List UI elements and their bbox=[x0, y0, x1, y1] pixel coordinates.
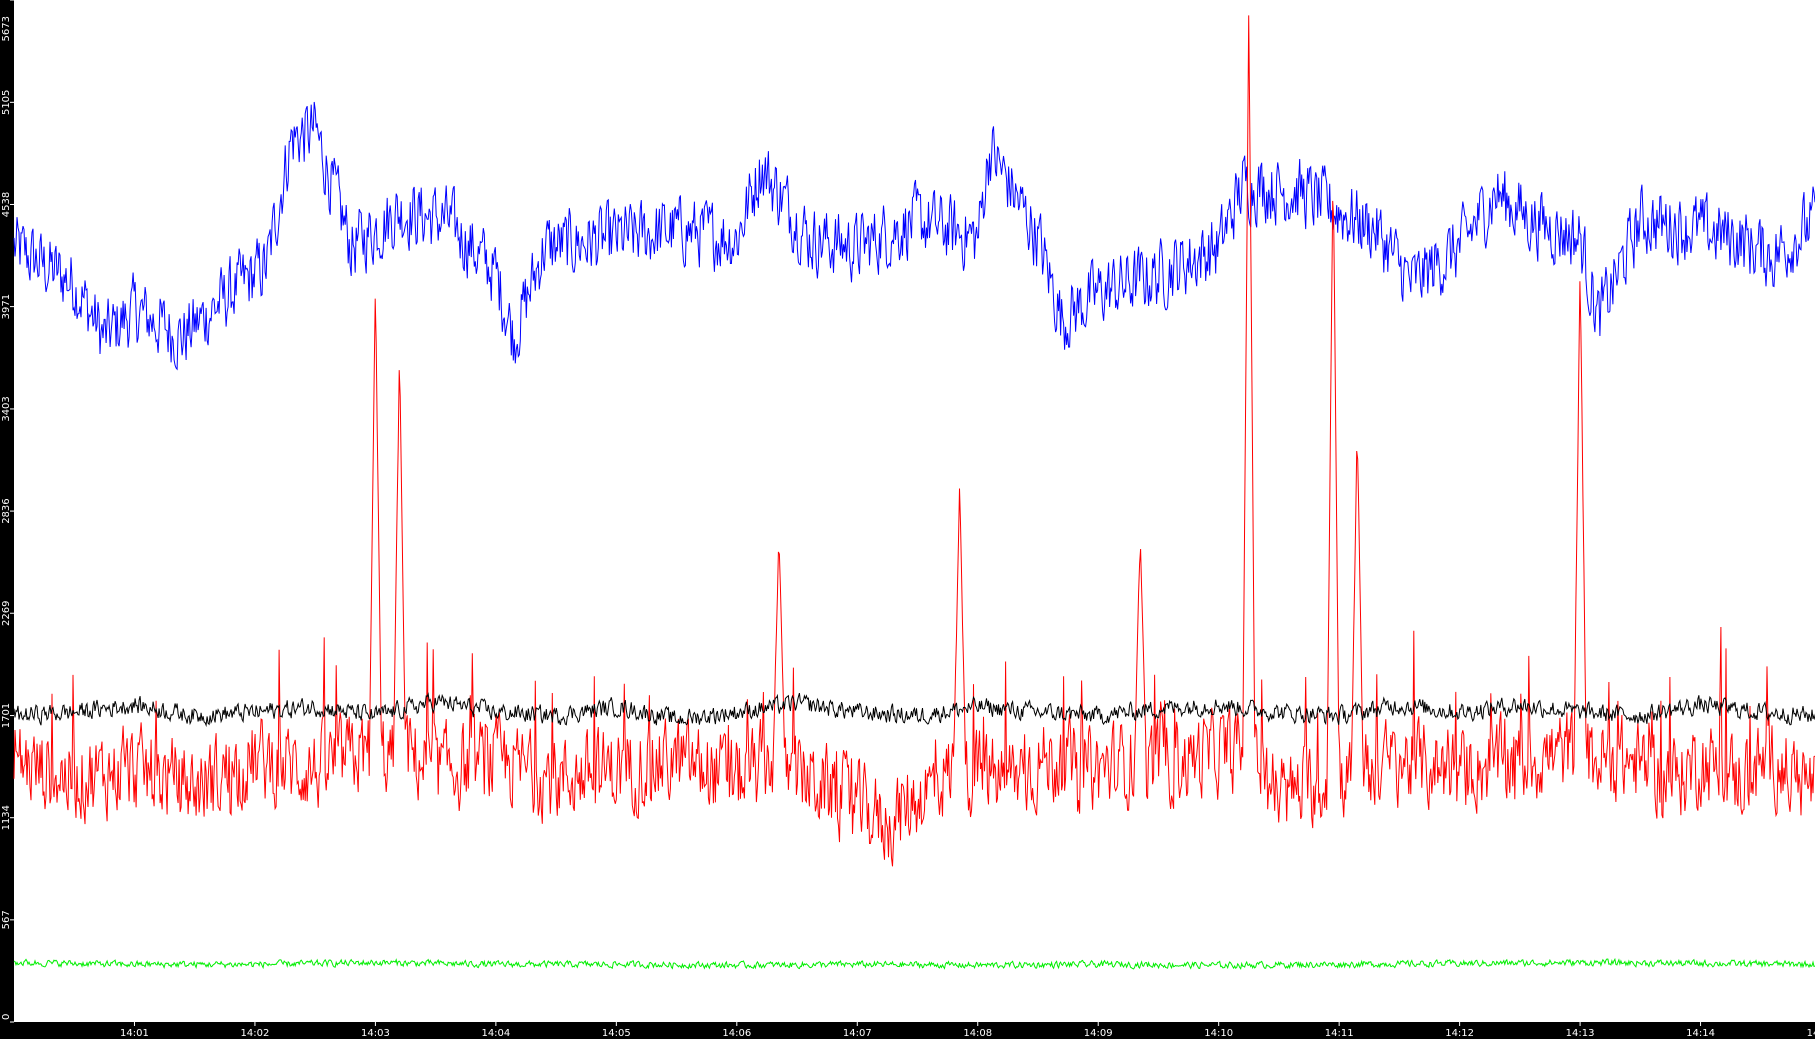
x-axis-bar bbox=[0, 1022, 1815, 1039]
plot-background bbox=[14, 0, 1815, 1022]
y-tick-label: 1701 bbox=[1, 703, 12, 728]
series-line-2 bbox=[13, 15, 1815, 867]
x-tick-label: 14:03 bbox=[361, 1028, 390, 1039]
y-tick-label: 567 bbox=[1, 910, 12, 929]
x-tick-label: 14:10 bbox=[1204, 1028, 1233, 1039]
y-tick-label: 4538 bbox=[1, 192, 12, 217]
x-tick-label: 14:12 bbox=[1445, 1028, 1474, 1039]
x-tick-label: 14:08 bbox=[963, 1028, 992, 1039]
y-tick-labels: 0 567 1134 1701 2269 2836 3403 3971 4538 5105 5673 bbox=[1, 0, 14, 1023]
series-layer bbox=[13, 15, 1815, 970]
x-tick-label: 14:11 bbox=[1325, 1028, 1354, 1039]
x-tick-label: 14:14 bbox=[1686, 1028, 1715, 1039]
y-tick-label: 3971 bbox=[1, 294, 12, 319]
x-tick-label: 14:04 bbox=[481, 1028, 510, 1039]
x-tick-label: 14:02 bbox=[241, 1028, 270, 1039]
x-tick-label: 14:05 bbox=[602, 1028, 631, 1039]
x-tick-label: 14:01 bbox=[120, 1028, 149, 1039]
y-tick-label: 5105 bbox=[1, 90, 12, 115]
y-tick-label: 3403 bbox=[1, 396, 12, 421]
series-line-1 bbox=[13, 101, 1815, 371]
x-tick-label: 14:07 bbox=[843, 1028, 872, 1039]
x-tick-label: 14:06 bbox=[722, 1028, 751, 1039]
series-line-3 bbox=[13, 691, 1815, 728]
x-tick-label: 14:15 bbox=[1807, 1028, 1815, 1039]
x-tick-label: 14:13 bbox=[1566, 1028, 1595, 1039]
y-tick-label: 2269 bbox=[1, 601, 12, 626]
x-tick-labels: 14:01 14:02 14:03 14:04 14:05 14:06 14:07 14:08… bbox=[120, 1022, 1815, 1039]
series-line-4 bbox=[13, 957, 1815, 970]
x-tick-label: 14:09 bbox=[1084, 1028, 1113, 1039]
y-tick-label: 5673 bbox=[1, 16, 12, 41]
y-tick-label: 1134 bbox=[1, 805, 12, 830]
y-tick-label: 2836 bbox=[1, 498, 12, 523]
y-axis-bar bbox=[0, 0, 14, 1039]
y-tick-label: 0 bbox=[1, 1014, 12, 1020]
